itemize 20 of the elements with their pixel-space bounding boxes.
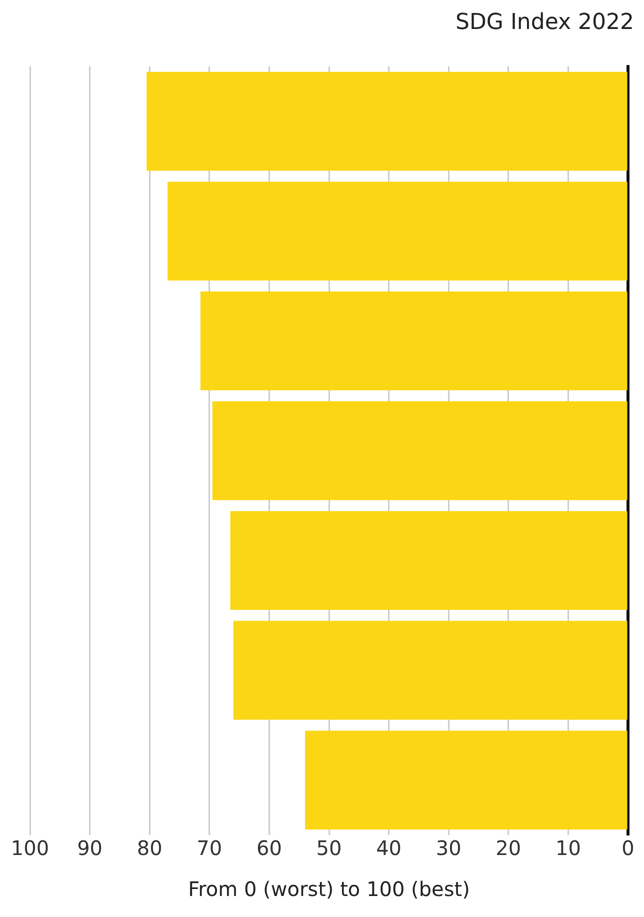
x-tick-label: 60 <box>256 836 282 860</box>
bar <box>233 620 628 720</box>
x-axis-title: From 0 (worst) to 100 (best) <box>188 877 470 902</box>
x-tick-label: 100 <box>10 836 50 860</box>
x-tick-label: 0 <box>622 836 634 860</box>
x-tick-label: 80 <box>136 836 162 860</box>
x-tick-label: 30 <box>436 836 462 860</box>
bar <box>212 401 628 500</box>
bar <box>146 72 628 171</box>
bar <box>200 291 628 390</box>
x-tick-label: 40 <box>376 836 402 860</box>
x-tick-label: 50 <box>316 836 342 860</box>
bar <box>168 182 628 281</box>
bar <box>305 730 628 830</box>
x-tick-label: 70 <box>196 836 222 860</box>
bar <box>230 511 628 610</box>
x-tick-label: 20 <box>496 836 522 860</box>
x-tick-label: 90 <box>77 836 103 860</box>
x-tick-label: 10 <box>555 836 581 860</box>
chart-title: SDG Index 2022 <box>456 10 634 35</box>
